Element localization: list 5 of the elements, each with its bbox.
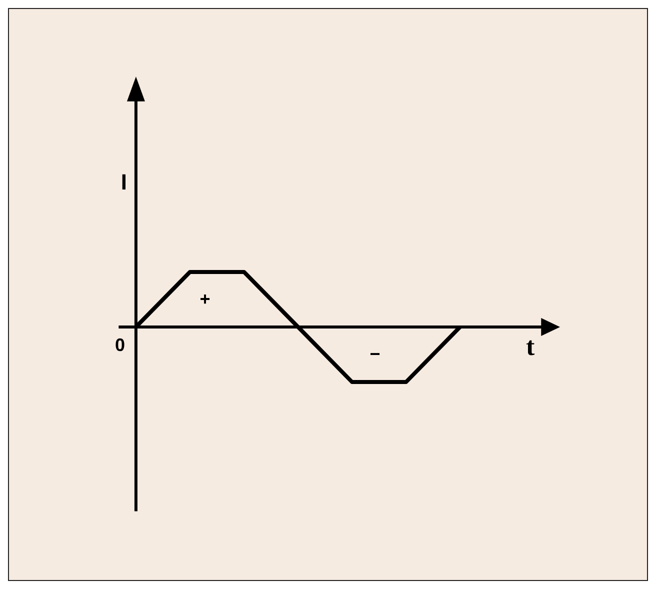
annotation: 0	[114, 334, 125, 355]
annotation: −	[370, 344, 380, 364]
x-axis-title: t	[526, 332, 535, 361]
annotation: +	[200, 288, 210, 309]
y-axis-title: I	[120, 169, 128, 194]
